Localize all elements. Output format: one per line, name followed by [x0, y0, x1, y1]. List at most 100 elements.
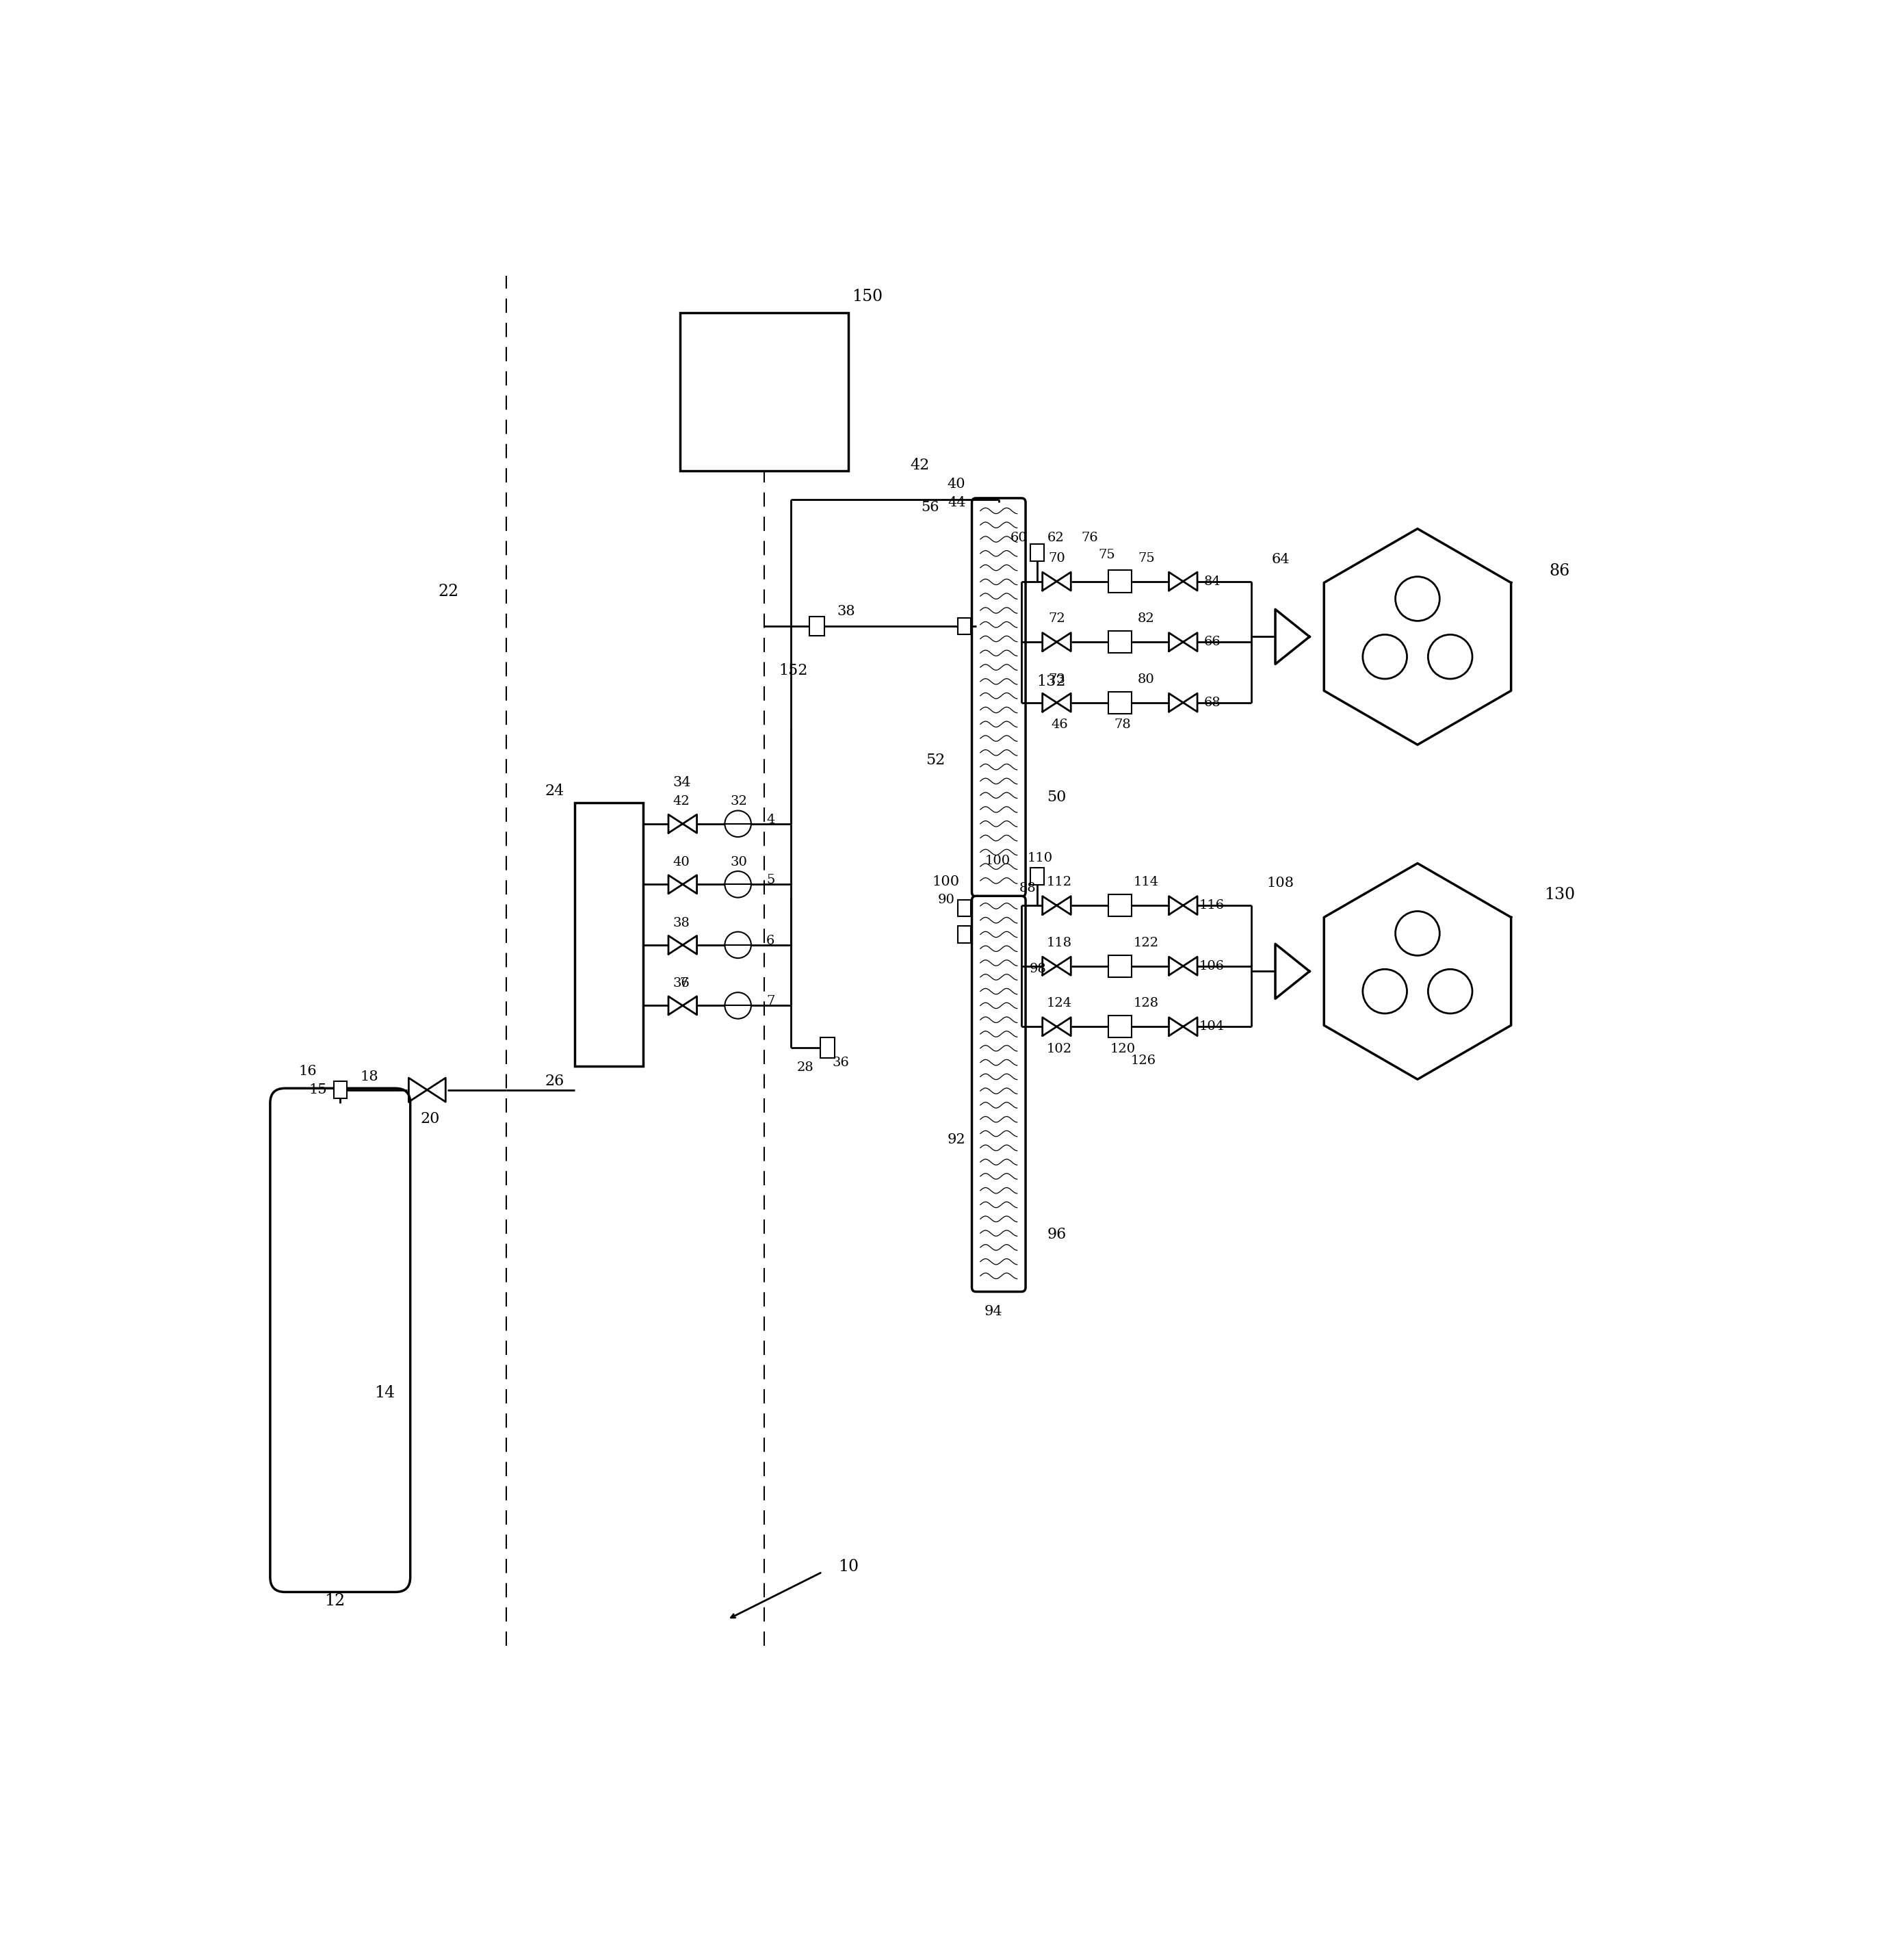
- FancyBboxPatch shape: [971, 498, 1026, 897]
- Text: 64: 64: [1272, 552, 1289, 566]
- Text: 104: 104: [1200, 1021, 1224, 1033]
- Text: 42: 42: [674, 795, 689, 808]
- Text: 26: 26: [545, 1074, 564, 1089]
- Text: 82: 82: [1139, 612, 1154, 624]
- Text: 118: 118: [1047, 936, 1072, 950]
- Text: 36: 36: [832, 1056, 849, 1068]
- Text: 92: 92: [948, 1134, 965, 1147]
- Text: 38: 38: [674, 917, 689, 928]
- Circle shape: [725, 810, 750, 837]
- Text: 86: 86: [1550, 562, 1571, 579]
- Text: 128: 128: [1133, 998, 1160, 1010]
- Text: 22: 22: [438, 583, 459, 599]
- Text: 62: 62: [1047, 533, 1064, 545]
- Text: 32: 32: [731, 795, 748, 808]
- Circle shape: [1428, 634, 1472, 678]
- Bar: [1030, 545, 1043, 560]
- FancyBboxPatch shape: [971, 895, 1026, 1293]
- Text: 130: 130: [1544, 888, 1575, 903]
- Bar: [1108, 955, 1131, 977]
- Text: 150: 150: [851, 289, 882, 304]
- Text: 114: 114: [1133, 876, 1160, 888]
- Text: 108: 108: [1266, 876, 1295, 890]
- Text: 30: 30: [731, 857, 748, 868]
- Text: 36: 36: [674, 977, 689, 990]
- Text: 40: 40: [674, 857, 689, 868]
- Text: 44: 44: [948, 496, 965, 510]
- Circle shape: [1396, 578, 1439, 620]
- Text: 66: 66: [1203, 636, 1220, 647]
- Circle shape: [1363, 969, 1407, 1014]
- Text: 110: 110: [1026, 853, 1053, 864]
- Circle shape: [1428, 969, 1472, 1014]
- Bar: [1108, 1016, 1131, 1037]
- Text: 14: 14: [375, 1386, 396, 1401]
- Text: 126: 126: [1131, 1054, 1156, 1068]
- Text: 75: 75: [1099, 548, 1116, 562]
- Text: 16: 16: [299, 1064, 316, 1078]
- Text: 96: 96: [1047, 1227, 1066, 1242]
- Text: 75: 75: [1139, 552, 1154, 564]
- Text: 18: 18: [360, 1070, 379, 1083]
- Text: 73: 73: [1049, 672, 1064, 686]
- Text: 42: 42: [910, 457, 929, 473]
- Text: 84: 84: [1203, 576, 1220, 587]
- Bar: [958, 899, 971, 917]
- Text: 88: 88: [1019, 882, 1036, 895]
- Bar: [575, 802, 644, 1066]
- Text: 52: 52: [925, 754, 944, 767]
- Bar: [333, 1081, 347, 1099]
- Circle shape: [725, 932, 750, 957]
- Text: 15: 15: [308, 1083, 327, 1097]
- Text: 34: 34: [672, 777, 691, 789]
- Text: 120: 120: [1110, 1043, 1135, 1054]
- Text: 124: 124: [1047, 998, 1072, 1010]
- Text: 6: 6: [767, 934, 775, 948]
- Text: 106: 106: [1200, 959, 1224, 973]
- Text: 70: 70: [1049, 552, 1064, 564]
- Text: 78: 78: [1114, 719, 1131, 731]
- Text: 50: 50: [1047, 791, 1066, 804]
- Text: 4: 4: [767, 814, 775, 826]
- Text: 98: 98: [1030, 963, 1047, 975]
- Bar: [958, 926, 971, 944]
- Text: 7: 7: [767, 996, 775, 1008]
- Circle shape: [1396, 911, 1439, 955]
- Bar: [1108, 632, 1131, 653]
- Text: 20: 20: [421, 1110, 440, 1126]
- Text: 72: 72: [1049, 612, 1064, 624]
- Text: 60: 60: [1011, 533, 1026, 545]
- Text: 5: 5: [767, 874, 775, 886]
- Circle shape: [1363, 634, 1407, 678]
- Text: 100: 100: [933, 876, 960, 888]
- Text: 56: 56: [922, 502, 939, 514]
- Bar: [680, 312, 849, 471]
- Text: 76: 76: [1081, 533, 1099, 545]
- Bar: [1030, 868, 1043, 886]
- Text: 28: 28: [798, 1062, 813, 1074]
- Text: 10: 10: [838, 1558, 859, 1574]
- Text: 38: 38: [838, 605, 855, 618]
- Text: 102: 102: [1047, 1043, 1072, 1054]
- Text: 112: 112: [1047, 876, 1072, 888]
- Text: 90: 90: [937, 893, 954, 907]
- Text: 152: 152: [779, 663, 807, 678]
- Text: 116: 116: [1200, 899, 1224, 911]
- Text: 46: 46: [1051, 719, 1068, 731]
- Text: 24: 24: [545, 783, 564, 798]
- Text: 100: 100: [984, 855, 1011, 866]
- Circle shape: [725, 872, 750, 897]
- Bar: [1108, 692, 1131, 713]
- Bar: [958, 618, 971, 634]
- FancyBboxPatch shape: [270, 1089, 409, 1591]
- Bar: [1108, 570, 1131, 593]
- Text: 80: 80: [1139, 672, 1154, 686]
- Text: 122: 122: [1133, 936, 1160, 950]
- Text: 40: 40: [948, 477, 965, 490]
- Text: 132: 132: [1038, 674, 1066, 690]
- Text: 68: 68: [1203, 696, 1220, 709]
- Bar: [1108, 893, 1131, 917]
- Bar: [821, 1037, 834, 1058]
- Bar: [809, 616, 824, 636]
- Circle shape: [725, 992, 750, 1019]
